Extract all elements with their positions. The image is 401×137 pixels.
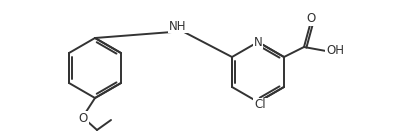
Text: O: O: [78, 112, 88, 125]
Text: OH: OH: [326, 45, 344, 58]
Text: Cl: Cl: [254, 99, 266, 112]
Text: O: O: [306, 12, 316, 25]
Text: N: N: [253, 35, 262, 48]
Text: NH: NH: [169, 19, 187, 32]
